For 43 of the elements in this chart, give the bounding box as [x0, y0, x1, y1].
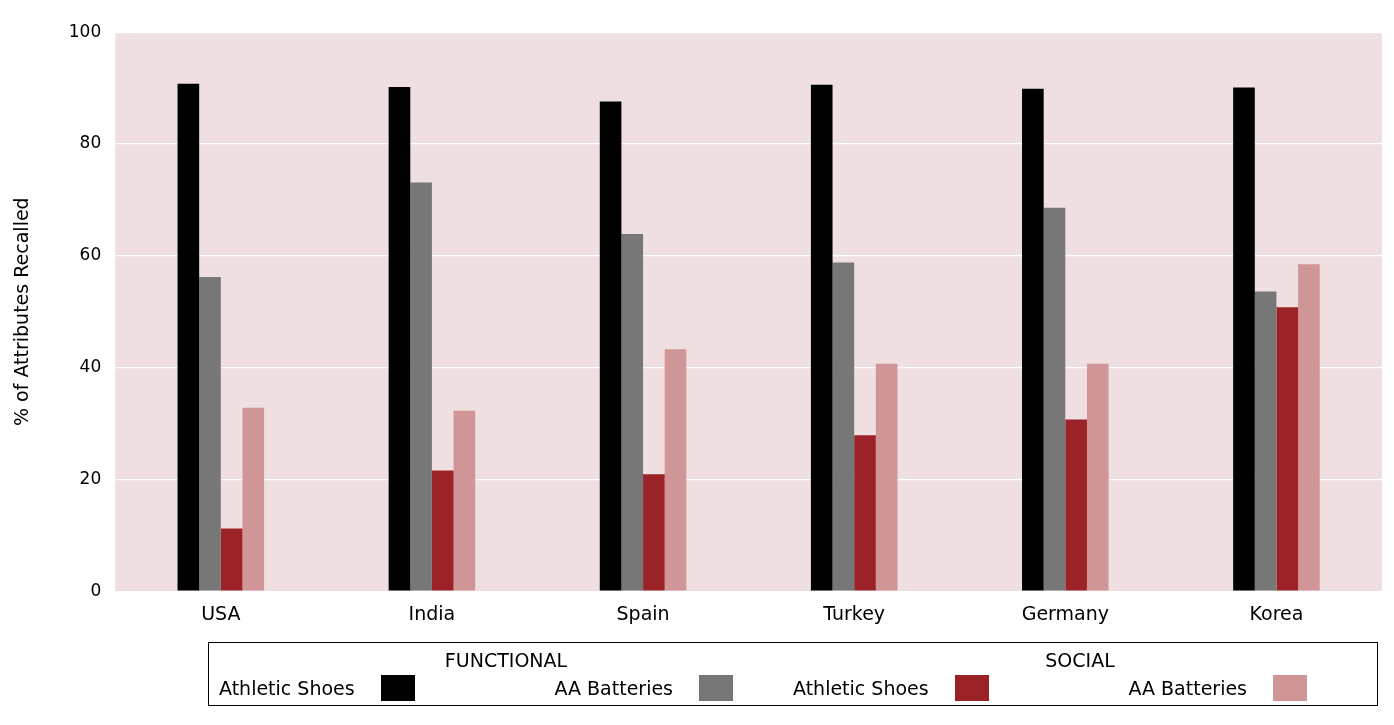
bar [1276, 307, 1299, 591]
bar [810, 84, 833, 591]
bar [199, 277, 221, 591]
bar [643, 474, 665, 591]
text: FUNCTIONAL [443, 649, 569, 671]
x-tick-label: Turkey [822, 601, 886, 624]
bar [854, 435, 876, 591]
bar [599, 101, 622, 591]
bar [453, 410, 476, 591]
bar [1298, 264, 1320, 591]
legend-label: AA Batteries [554, 677, 673, 699]
legend-label: AA Batteries [1128, 677, 1247, 699]
bar [1086, 363, 1109, 591]
bar [1043, 207, 1066, 591]
bar [621, 234, 644, 591]
x-tick-label: India [408, 601, 456, 624]
legend-label: Athletic Shoes [793, 677, 929, 699]
bar [1233, 87, 1255, 591]
bar [875, 363, 898, 591]
y-axis-title: % of Attributes Recalled [10, 197, 33, 427]
bar [832, 262, 855, 591]
x-tick-label: USA [201, 601, 241, 624]
legend-label: Athletic Shoes [219, 677, 355, 699]
bar [388, 86, 411, 591]
y-tick-label: 80 [79, 132, 102, 153]
bar [242, 407, 265, 591]
bar [177, 83, 200, 591]
bar [220, 528, 243, 591]
bar [664, 349, 687, 591]
bar [1254, 291, 1277, 591]
y-tick-label: 60 [79, 244, 102, 265]
bar [410, 182, 432, 591]
x-tick-label: Spain [616, 601, 670, 624]
text: SOCIAL [1044, 649, 1116, 671]
y-tick-label: 100 [68, 20, 102, 41]
bar [431, 470, 454, 591]
bar [1022, 88, 1044, 591]
y-tick-label: 20 [79, 467, 102, 488]
bar [1065, 419, 1087, 591]
x-tick-label: Korea [1249, 601, 1304, 624]
y-tick-label: 0 [90, 579, 102, 600]
y-tick-label: 40 [79, 356, 102, 377]
x-tick-label: Germany [1021, 601, 1109, 624]
